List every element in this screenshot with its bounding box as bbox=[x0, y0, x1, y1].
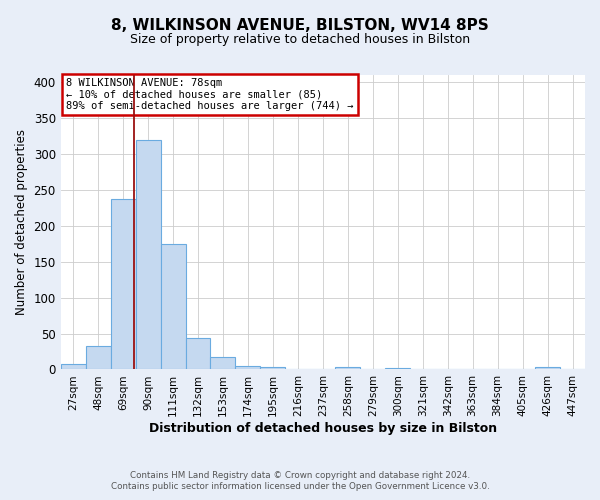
Text: 8, WILKINSON AVENUE, BILSTON, WV14 8PS: 8, WILKINSON AVENUE, BILSTON, WV14 8PS bbox=[111, 18, 489, 32]
Bar bbox=[535, 368, 560, 370]
Text: Contains HM Land Registry data © Crown copyright and database right 2024.: Contains HM Land Registry data © Crown c… bbox=[130, 471, 470, 480]
Bar bbox=[335, 366, 360, 370]
Text: 8 WILKINSON AVENUE: 78sqm
← 10% of detached houses are smaller (85)
89% of semi-: 8 WILKINSON AVENUE: 78sqm ← 10% of detac… bbox=[66, 78, 353, 111]
Bar bbox=[260, 368, 286, 370]
Bar bbox=[161, 244, 185, 370]
Bar bbox=[61, 364, 86, 370]
Bar bbox=[185, 338, 211, 370]
Bar bbox=[86, 346, 110, 370]
X-axis label: Distribution of detached houses by size in Bilston: Distribution of detached houses by size … bbox=[149, 422, 497, 435]
Bar bbox=[385, 368, 410, 370]
Bar bbox=[211, 357, 235, 370]
Bar bbox=[136, 140, 161, 370]
Bar bbox=[110, 198, 136, 370]
Bar bbox=[235, 366, 260, 370]
Text: Contains public sector information licensed under the Open Government Licence v3: Contains public sector information licen… bbox=[110, 482, 490, 491]
Y-axis label: Number of detached properties: Number of detached properties bbox=[15, 129, 28, 315]
Text: Size of property relative to detached houses in Bilston: Size of property relative to detached ho… bbox=[130, 32, 470, 46]
